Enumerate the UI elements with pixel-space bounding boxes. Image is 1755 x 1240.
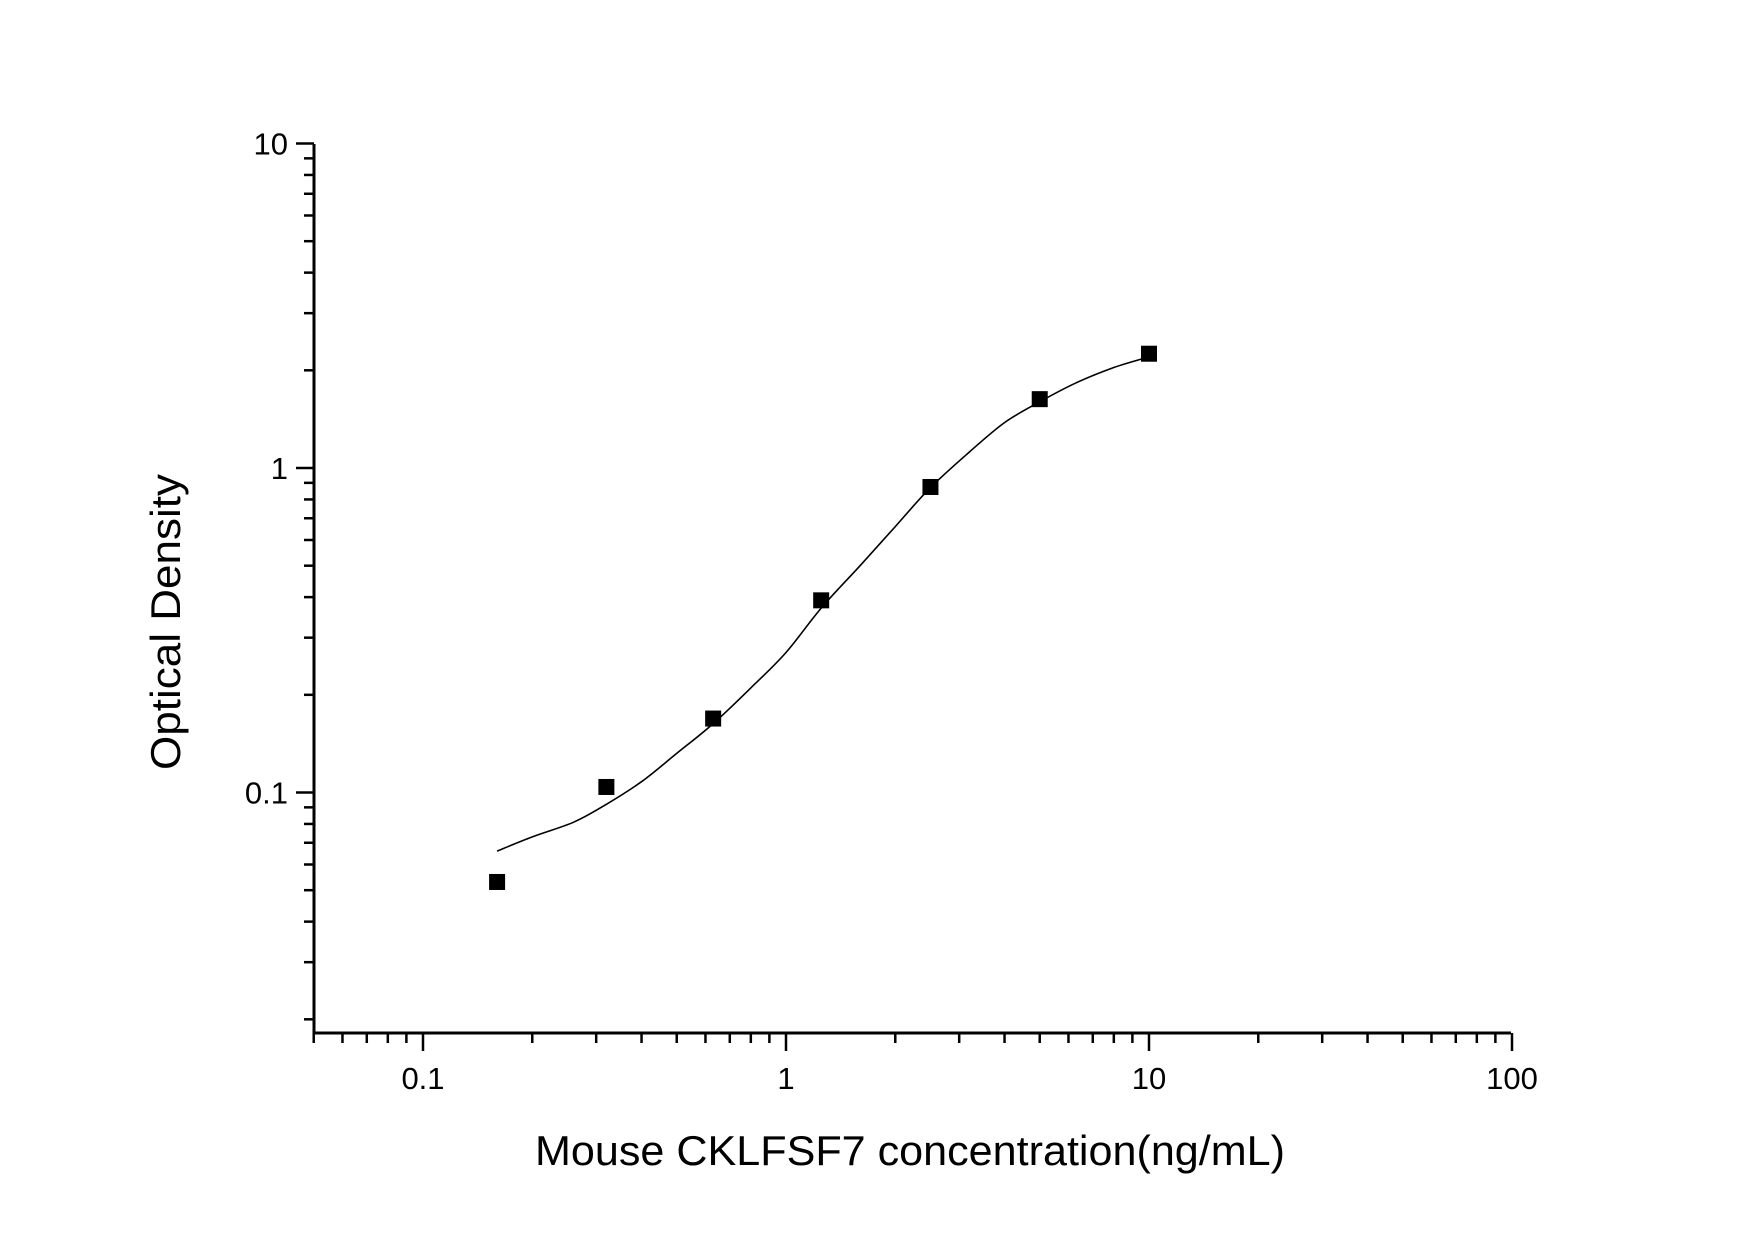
- x-tick-labels: 0.1 1 10 100: [401, 1061, 1537, 1096]
- y-tick-label: 10: [254, 127, 288, 162]
- x-tick-label: 10: [1132, 1061, 1166, 1096]
- data-point-square-icon: [1031, 391, 1048, 408]
- y-tick-label: 1: [271, 451, 288, 486]
- data-points: [489, 345, 1157, 890]
- data-point-square-icon: [922, 478, 939, 495]
- y-tick-label: 0.1: [245, 776, 288, 811]
- data-point-square-icon: [489, 873, 506, 890]
- x-tick-label: 1: [777, 1061, 794, 1096]
- x-tick-label: 0.1: [401, 1061, 444, 1096]
- data-point-square-icon: [598, 778, 615, 795]
- data-point-square-icon: [813, 592, 830, 609]
- y-axis: [296, 142, 316, 1033]
- y-axis-title: Optical Density: [142, 474, 189, 770]
- x-axis: [312, 1031, 1514, 1051]
- data-point-square-icon: [705, 710, 722, 727]
- x-tick-label: 100: [1486, 1061, 1538, 1096]
- data-point-square-icon: [1141, 345, 1157, 362]
- x-axis-title: Mouse CKLFSF7 concentration(ng/mL): [535, 1127, 1285, 1174]
- y-tick-labels: 0.1 1 10: [245, 127, 288, 811]
